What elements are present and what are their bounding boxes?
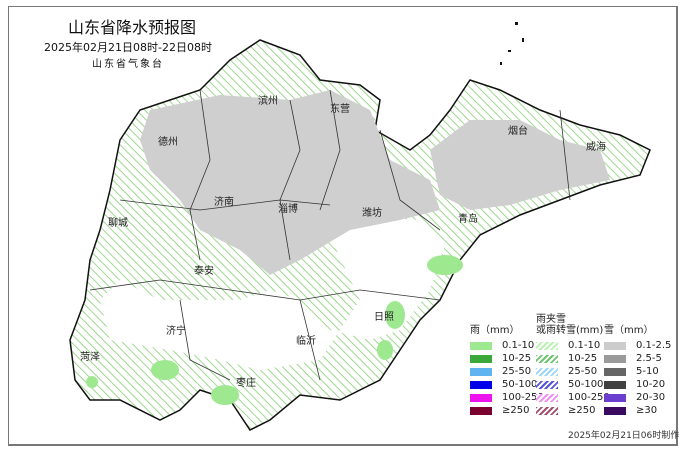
legend-label: ≥250	[502, 405, 530, 416]
legend-label: 100-250	[568, 392, 610, 403]
legend-label: 50-100	[568, 379, 604, 390]
issuing-agency: 山东省气象台	[92, 59, 164, 70]
legend-title: 雨（mm）	[470, 325, 520, 336]
legend-label: 5-10	[636, 366, 659, 377]
legend-label: 0.1-10	[568, 340, 601, 351]
legend-label: 10-25	[568, 353, 598, 364]
legend-swatch	[536, 393, 558, 402]
legend-title: 雪（mm）	[604, 325, 654, 336]
legend-item: 5-10	[604, 365, 671, 378]
legend-swatch	[470, 380, 492, 389]
city-label: 枣庄	[236, 376, 256, 389]
city-label: 滨州	[258, 94, 278, 107]
legend-item: 50-100	[536, 378, 610, 391]
legend-swatch	[536, 406, 558, 415]
snow-area	[140, 90, 610, 275]
city-label: 淄博	[278, 202, 298, 215]
city-label: 日照	[374, 311, 394, 323]
legend-item: 50-100	[470, 378, 544, 391]
legend-snow: 雪（mm） 0.1-2.5 2.5-5 5-10 10-20 20-30 ≥30	[604, 310, 671, 417]
forecast-period: 2025年02月21日08时-22日08时	[44, 41, 212, 54]
legend-label: 0.1-10	[502, 340, 535, 351]
city-label: 德州	[158, 135, 178, 148]
rain-light-area	[86, 255, 463, 405]
legend-item: 100-250	[470, 391, 544, 404]
legend-swatch	[604, 341, 626, 350]
city-borders	[89, 89, 571, 381]
legend-swatch	[470, 354, 492, 363]
production-time: 2025年02月21日06时制作	[568, 431, 680, 441]
legend-swatch	[536, 354, 558, 363]
city-label: 济宁	[166, 324, 186, 337]
legend-swatch	[604, 354, 626, 363]
legend-item: 100-250	[536, 391, 610, 404]
legend-item: 25-50	[470, 365, 544, 378]
legend-swatch	[604, 406, 626, 415]
legend-label: 0.1-2.5	[636, 340, 672, 351]
legend-item: ≥30	[604, 404, 671, 417]
city-labels: 滨州 东营 德州 烟台 威海 济南 淄博 潍坊 聊城 青岛 泰安 日照 济宁 临…	[80, 94, 606, 389]
city-label: 聊城	[108, 216, 128, 229]
legend-sleet: 雨夹雪 或雨转雪(mm) 0.1-10 10-25 25-50 50-100 100-25…	[536, 310, 610, 417]
legend-label: 10-25	[502, 353, 532, 364]
legend-title: 雨夹雪 或雨转雪(mm)	[536, 314, 604, 336]
city-label: 东营	[330, 102, 350, 115]
legend-swatch	[470, 393, 492, 402]
legend-swatch	[536, 367, 558, 376]
legend-label: 100-250	[502, 392, 544, 403]
legend-label: 25-50	[502, 366, 532, 377]
legend-item: 2.5-5	[604, 352, 671, 365]
legend-label: 25-50	[568, 366, 598, 377]
rain-free-area	[100, 215, 445, 370]
legend-label: ≥250	[568, 405, 596, 416]
legend-swatch	[470, 406, 492, 415]
legend-swatch	[536, 341, 558, 350]
islands	[500, 22, 524, 65]
legend-swatch	[536, 380, 558, 389]
city-label: 烟台	[508, 124, 528, 137]
map-title: 山东省降水预报图	[68, 18, 197, 37]
legend-item: ≥250	[470, 404, 544, 417]
legend-label: 50-100	[502, 379, 538, 390]
legend-item: 20-30	[604, 391, 671, 404]
city-label: 威海	[586, 140, 606, 153]
city-label: 泰安	[194, 264, 214, 277]
legend-item: 10-20	[604, 378, 671, 391]
city-label: 济南	[214, 195, 234, 208]
legend-item: 10-25	[536, 352, 610, 365]
legend-item: 0.1-10	[470, 339, 544, 352]
legend-item: 0.1-2.5	[604, 339, 671, 352]
legend-item: 10-25	[470, 352, 544, 365]
legend-item: 25-50	[536, 365, 610, 378]
city-label: 菏泽	[80, 351, 100, 363]
city-label: 青岛	[458, 212, 478, 225]
legend-swatch	[604, 367, 626, 376]
city-label: 临沂	[296, 334, 316, 347]
legend-item: ≥250	[536, 404, 610, 417]
city-label: 潍坊	[362, 206, 382, 219]
legend-rain: 雨（mm） 0.1-10 10-25 25-50 50-100 100-250 ≥250	[470, 310, 544, 417]
legend-swatch	[470, 341, 492, 350]
legend-swatch	[470, 367, 492, 376]
legend-swatch	[604, 393, 626, 402]
legend-label: 20-30	[636, 392, 666, 403]
legend-label: 10-20	[636, 379, 666, 390]
legend-label: 2.5-5	[636, 353, 662, 364]
legend-swatch	[604, 380, 626, 389]
legend-item: 0.1-10	[536, 339, 610, 352]
map-frame	[8, 6, 678, 446]
legend-label: ≥30	[636, 405, 658, 416]
